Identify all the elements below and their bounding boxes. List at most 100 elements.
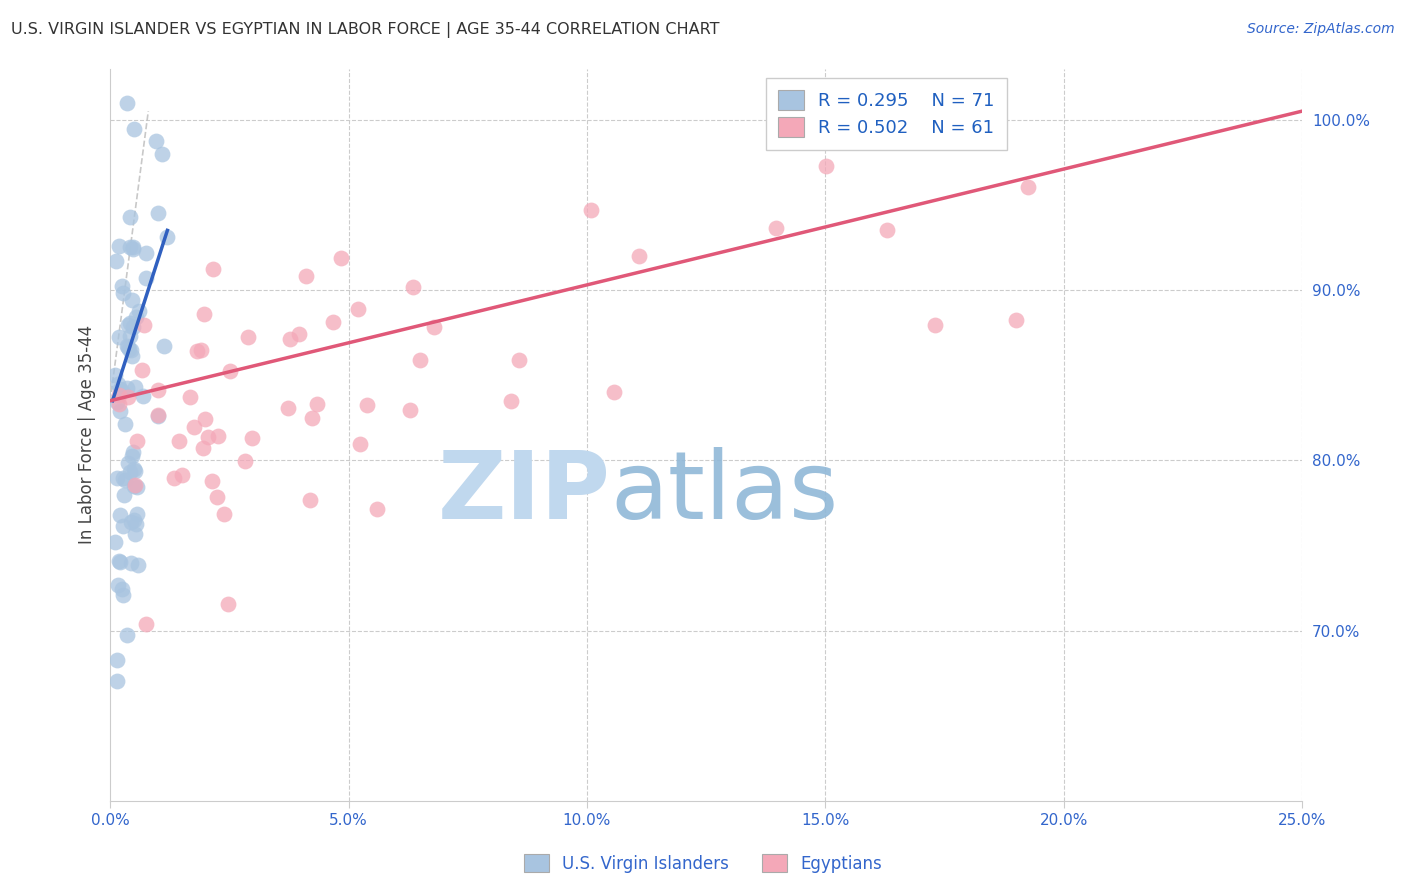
Point bbox=[212, 507, 235, 521]
Point bbox=[627, 249, 650, 263]
Point bbox=[145, 134, 167, 148]
Point bbox=[108, 388, 131, 402]
Point bbox=[124, 478, 146, 492]
Point bbox=[122, 462, 145, 476]
Point bbox=[924, 318, 946, 332]
Point bbox=[108, 396, 131, 410]
Y-axis label: In Labor Force | Age 35-44: In Labor Force | Age 35-44 bbox=[79, 326, 96, 544]
Text: Source: ZipAtlas.com: Source: ZipAtlas.com bbox=[1247, 22, 1395, 37]
Point bbox=[115, 95, 138, 110]
Point bbox=[111, 588, 134, 602]
Point bbox=[201, 474, 224, 488]
Point bbox=[132, 388, 155, 402]
Point bbox=[125, 480, 148, 494]
Point bbox=[876, 222, 898, 236]
Point bbox=[146, 206, 169, 220]
Point bbox=[217, 597, 239, 611]
Point bbox=[122, 320, 145, 334]
Point bbox=[111, 384, 134, 399]
Point bbox=[108, 330, 131, 344]
Point bbox=[128, 304, 150, 318]
Point bbox=[190, 343, 212, 357]
Point bbox=[117, 456, 139, 470]
Point bbox=[219, 364, 242, 378]
Point bbox=[118, 240, 141, 254]
Point bbox=[236, 330, 259, 344]
Point bbox=[179, 390, 201, 404]
Point bbox=[172, 468, 194, 483]
Point bbox=[409, 353, 432, 368]
Point bbox=[163, 471, 186, 485]
Point bbox=[122, 513, 145, 527]
Point bbox=[120, 343, 142, 357]
Point bbox=[111, 582, 134, 596]
Point bbox=[202, 261, 225, 276]
Point bbox=[121, 350, 143, 364]
Point bbox=[815, 159, 838, 173]
Point bbox=[148, 409, 170, 423]
Point bbox=[240, 431, 263, 445]
Point bbox=[399, 403, 422, 417]
Point bbox=[207, 429, 229, 443]
Point bbox=[603, 384, 626, 399]
Point bbox=[349, 437, 371, 451]
Point bbox=[112, 518, 135, 533]
Text: ZIP: ZIP bbox=[437, 448, 610, 540]
Point bbox=[121, 242, 143, 256]
Point bbox=[1017, 180, 1039, 194]
Point bbox=[356, 398, 378, 412]
Point bbox=[111, 470, 134, 484]
Point bbox=[124, 380, 146, 394]
Point bbox=[508, 353, 530, 368]
Point bbox=[148, 384, 170, 398]
Point bbox=[167, 434, 190, 448]
Point bbox=[125, 310, 148, 325]
Point bbox=[579, 202, 602, 217]
Point bbox=[111, 279, 134, 293]
Point bbox=[131, 363, 153, 377]
Point bbox=[124, 464, 146, 478]
Point bbox=[197, 430, 219, 444]
Point bbox=[233, 454, 256, 468]
Point bbox=[823, 124, 845, 138]
Point bbox=[117, 340, 139, 354]
Point bbox=[118, 210, 141, 224]
Point bbox=[156, 230, 179, 244]
Point bbox=[125, 507, 148, 521]
Point bbox=[112, 488, 135, 502]
Text: atlas: atlas bbox=[610, 448, 839, 540]
Point bbox=[193, 412, 215, 426]
Point bbox=[122, 240, 145, 254]
Point bbox=[150, 146, 173, 161]
Point bbox=[124, 527, 146, 541]
Point bbox=[124, 478, 146, 492]
Legend: U.S. Virgin Islanders, Egyptians: U.S. Virgin Islanders, Egyptians bbox=[517, 847, 889, 880]
Point bbox=[121, 293, 143, 307]
Point bbox=[104, 368, 127, 382]
Point bbox=[295, 269, 318, 284]
Point bbox=[329, 251, 352, 265]
Point bbox=[191, 441, 214, 455]
Point bbox=[347, 301, 370, 316]
Point bbox=[153, 339, 176, 353]
Point bbox=[912, 104, 935, 119]
Point bbox=[105, 470, 128, 484]
Point bbox=[146, 408, 169, 422]
Point bbox=[114, 417, 136, 431]
Point bbox=[111, 285, 134, 300]
Point bbox=[205, 490, 228, 504]
Point bbox=[121, 449, 143, 463]
Point bbox=[110, 404, 132, 418]
Point bbox=[118, 316, 141, 330]
Point bbox=[322, 315, 344, 329]
Point bbox=[105, 653, 128, 667]
Point bbox=[288, 326, 311, 341]
Point bbox=[105, 254, 128, 268]
Point bbox=[108, 555, 131, 569]
Point bbox=[117, 390, 139, 404]
Point bbox=[115, 381, 138, 395]
Point bbox=[124, 122, 146, 136]
Point bbox=[132, 318, 155, 333]
Point bbox=[122, 445, 145, 459]
Point bbox=[108, 383, 131, 397]
